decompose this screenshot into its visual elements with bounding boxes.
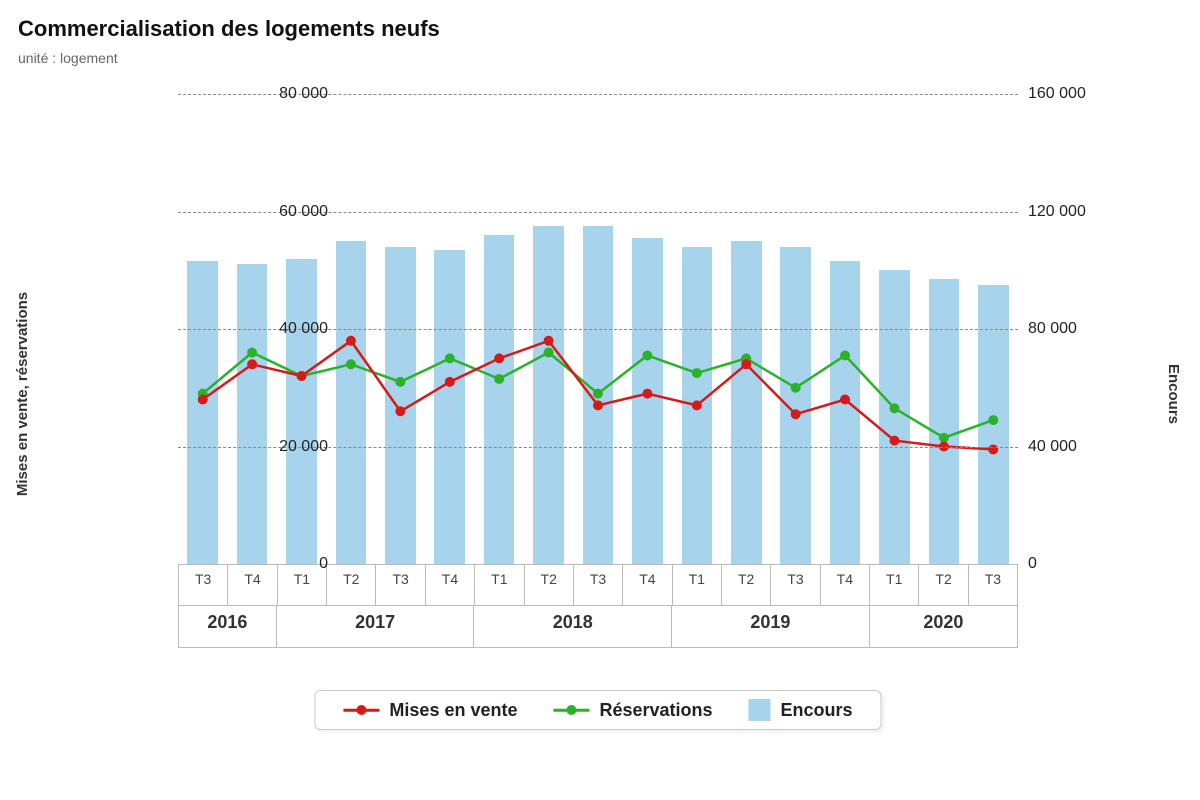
x-quarter-label: T4 (821, 564, 870, 606)
legend-item: Mises en vente (343, 700, 517, 721)
line-marker (544, 336, 553, 345)
line-marker (594, 401, 603, 410)
x-quarter-label: T3 (376, 564, 425, 606)
x-quarter-label: T2 (722, 564, 771, 606)
legend-label: Encours (781, 700, 853, 721)
x-quarter-label: T2 (919, 564, 968, 606)
line-marker (692, 369, 701, 378)
legend-label: Réservations (599, 700, 712, 721)
line-marker (890, 404, 899, 413)
x-quarter-label: T4 (426, 564, 475, 606)
legend-item: Réservations (553, 700, 712, 721)
legend-swatch-bar (749, 699, 771, 721)
y-right-tick: 160 000 (1028, 85, 1178, 103)
line-marker (841, 395, 850, 404)
x-quarter-label: T1 (475, 564, 524, 606)
y-left-tick: 60 000 (178, 203, 328, 221)
line-marker (495, 354, 504, 363)
x-axis-years: 20162017201820192020 (178, 606, 1018, 648)
x-quarter-label: T2 (327, 564, 376, 606)
line-marker (594, 389, 603, 398)
legend-swatch-line (553, 703, 589, 717)
legend: Mises en vente Réservations Encours (314, 690, 881, 730)
y-left-axis-title: Mises en vente, réservations (14, 292, 31, 496)
line-marker (198, 395, 207, 404)
line-marker (396, 377, 405, 386)
x-quarter-label: T3 (771, 564, 820, 606)
chart-subtitle: unité : logement (18, 50, 1182, 66)
y-left-tick: 40 000 (178, 320, 328, 338)
line-marker (544, 348, 553, 357)
x-quarter-label: T4 (623, 564, 672, 606)
y-right-axis-title: Encours (1165, 364, 1182, 424)
line-marker (495, 374, 504, 383)
chart-title: Commercialisation des logements neufs (18, 16, 1182, 42)
line-marker (643, 389, 652, 398)
y-right-tick: 40 000 (1028, 438, 1178, 456)
y-right-tick: 120 000 (1028, 203, 1178, 221)
x-year-label: 2016 (178, 606, 277, 648)
chart-container: Mises en vente, réservations Encours T3T… (18, 94, 1178, 694)
line-marker (643, 351, 652, 360)
line-marker (396, 407, 405, 416)
y-right-tick: 0 (1028, 555, 1178, 573)
x-year-label: 2019 (672, 606, 870, 648)
y-left-tick: 80 000 (178, 85, 328, 103)
line-marker (742, 360, 751, 369)
line-marker (346, 360, 355, 369)
line-marker (791, 383, 800, 392)
x-quarter-label: T2 (525, 564, 574, 606)
x-quarter-label: T1 (870, 564, 919, 606)
line-marker (939, 433, 948, 442)
line-marker (445, 377, 454, 386)
legend-label: Mises en vente (389, 700, 517, 721)
x-year-label: 2020 (870, 606, 1018, 648)
x-quarter-label: T3 (574, 564, 623, 606)
legend-item: Encours (749, 699, 853, 721)
line-marker (791, 410, 800, 419)
x-year-label: 2017 (277, 606, 475, 648)
line-marker (248, 360, 257, 369)
line-marker (346, 336, 355, 345)
x-quarter-label: T1 (673, 564, 722, 606)
legend-swatch-line (343, 703, 379, 717)
line-marker (297, 372, 306, 381)
line-marker (841, 351, 850, 360)
line-marker (692, 401, 701, 410)
line-marker (989, 416, 998, 425)
y-left-tick: 20 000 (178, 438, 328, 456)
line-marker (890, 436, 899, 445)
line-marker (445, 354, 454, 363)
y-right-tick: 80 000 (1028, 320, 1178, 338)
x-quarter-label: T3 (969, 564, 1018, 606)
x-year-label: 2018 (474, 606, 672, 648)
line-marker (248, 348, 257, 357)
y-left-tick: 0 (178, 555, 328, 573)
